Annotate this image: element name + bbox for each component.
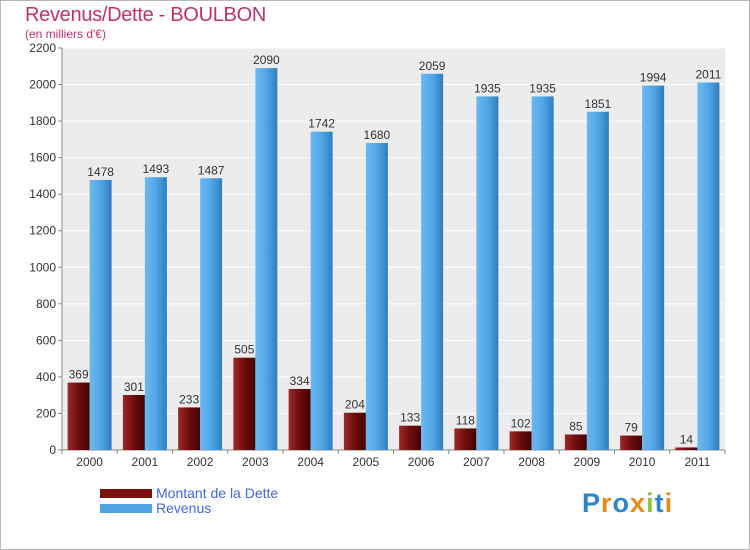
- data-label-revenus: 2011: [695, 68, 721, 82]
- legend-swatch-dette: [100, 489, 152, 498]
- data-label-dette: 118: [456, 413, 475, 427]
- data-label-dette: 102: [511, 416, 531, 430]
- bar-dette: [399, 425, 422, 450]
- x-tick-label: 2007: [463, 455, 490, 469]
- x-tick-label: 2010: [629, 455, 656, 469]
- bar-revenus: [421, 73, 444, 451]
- x-tick-label: 2009: [574, 455, 601, 469]
- logo-letter: P: [582, 488, 602, 518]
- bar-dette: [288, 388, 311, 450]
- bar-dette: [454, 428, 477, 450]
- data-label-revenus: 1935: [474, 81, 501, 95]
- y-tick-label: 800: [36, 297, 56, 311]
- logo-letter: x: [630, 488, 647, 518]
- bar-revenus: [586, 111, 609, 450]
- y-tick-label: 1600: [29, 151, 56, 165]
- bar-dette: [620, 435, 643, 450]
- bar-dette: [343, 412, 366, 450]
- y-tick-label: 400: [36, 370, 56, 384]
- data-label-revenus: 1994: [640, 71, 667, 85]
- logo-letter: t: [654, 488, 665, 518]
- legend-label-dette: Montant de la Dette: [156, 485, 279, 501]
- data-label-dette: 233: [179, 392, 199, 406]
- bar-revenus: [531, 96, 554, 450]
- y-tick-label: 600: [36, 333, 56, 347]
- chart-subtitle: (en milliers d'€): [25, 27, 106, 41]
- data-label-dette: 133: [400, 411, 420, 425]
- bar-revenus: [642, 85, 665, 450]
- data-label-revenus: 1478: [87, 165, 114, 179]
- y-tick-label: 2000: [29, 78, 56, 92]
- legend-label-revenus: Revenus: [156, 500, 212, 516]
- bar-revenus: [255, 68, 278, 450]
- data-label-revenus: 1493: [143, 162, 170, 176]
- bar-revenus: [697, 82, 720, 450]
- x-tick-label: 2002: [187, 455, 214, 469]
- data-label-dette: 14: [680, 432, 694, 446]
- logo-letter: o: [612, 488, 631, 518]
- proxiti-logo: Proxiti: [582, 488, 673, 519]
- bar-revenus: [144, 177, 167, 451]
- y-tick-label: 2200: [29, 41, 56, 55]
- bar-dette: [675, 447, 698, 450]
- y-tick-label: 200: [36, 406, 56, 420]
- bar-revenus: [365, 143, 388, 450]
- data-label-dette: 204: [345, 398, 365, 412]
- logo-letter: i: [664, 488, 674, 518]
- x-tick-label: 2005: [353, 455, 380, 469]
- bar-revenus: [476, 96, 499, 450]
- logo-letter: i: [646, 488, 655, 518]
- bar-dette: [233, 357, 256, 450]
- x-tick-label: 2006: [408, 455, 435, 469]
- data-label-dette: 85: [569, 419, 583, 433]
- data-label-revenus: 2059: [419, 59, 446, 73]
- data-label-revenus: 1487: [198, 163, 225, 177]
- x-tick-label: 2008: [518, 455, 545, 469]
- y-tick-label: 1200: [29, 224, 56, 238]
- data-label-dette: 505: [234, 343, 254, 357]
- y-tick-label: 1800: [29, 114, 56, 128]
- bar-dette: [178, 407, 201, 450]
- bar-revenus: [310, 131, 333, 450]
- data-label-dette: 334: [290, 374, 310, 388]
- x-tick-label: 2001: [132, 455, 159, 469]
- data-label-dette: 301: [124, 380, 144, 394]
- x-tick-label: 2000: [76, 455, 103, 469]
- data-label-revenus: 1935: [529, 81, 556, 95]
- bar-dette: [122, 394, 145, 450]
- bar-dette: [509, 431, 532, 450]
- data-label-revenus: 1851: [585, 97, 612, 111]
- y-tick-label: 1000: [29, 260, 56, 274]
- bar-dette: [564, 434, 587, 450]
- data-label-dette: 79: [624, 421, 638, 435]
- data-label-revenus: 2090: [253, 53, 280, 67]
- data-label-revenus: 1742: [308, 117, 335, 131]
- bar-revenus: [89, 179, 112, 451]
- x-tick-label: 2003: [242, 455, 269, 469]
- plot-area: [62, 48, 725, 450]
- bar-revenus: [200, 178, 223, 450]
- x-tick-label: 2011: [684, 455, 710, 469]
- y-tick-label: 0: [49, 443, 56, 457]
- bar-dette: [67, 382, 90, 450]
- y-tick-label: 1400: [29, 187, 56, 201]
- data-label-revenus: 1680: [364, 128, 391, 142]
- legend-swatch-revenus: [100, 504, 152, 513]
- data-label-dette: 369: [69, 368, 89, 382]
- logo-letter: r: [601, 488, 613, 518]
- x-tick-label: 2004: [297, 455, 324, 469]
- chart-title: Revenus/Dette - BOULBON: [25, 4, 266, 26]
